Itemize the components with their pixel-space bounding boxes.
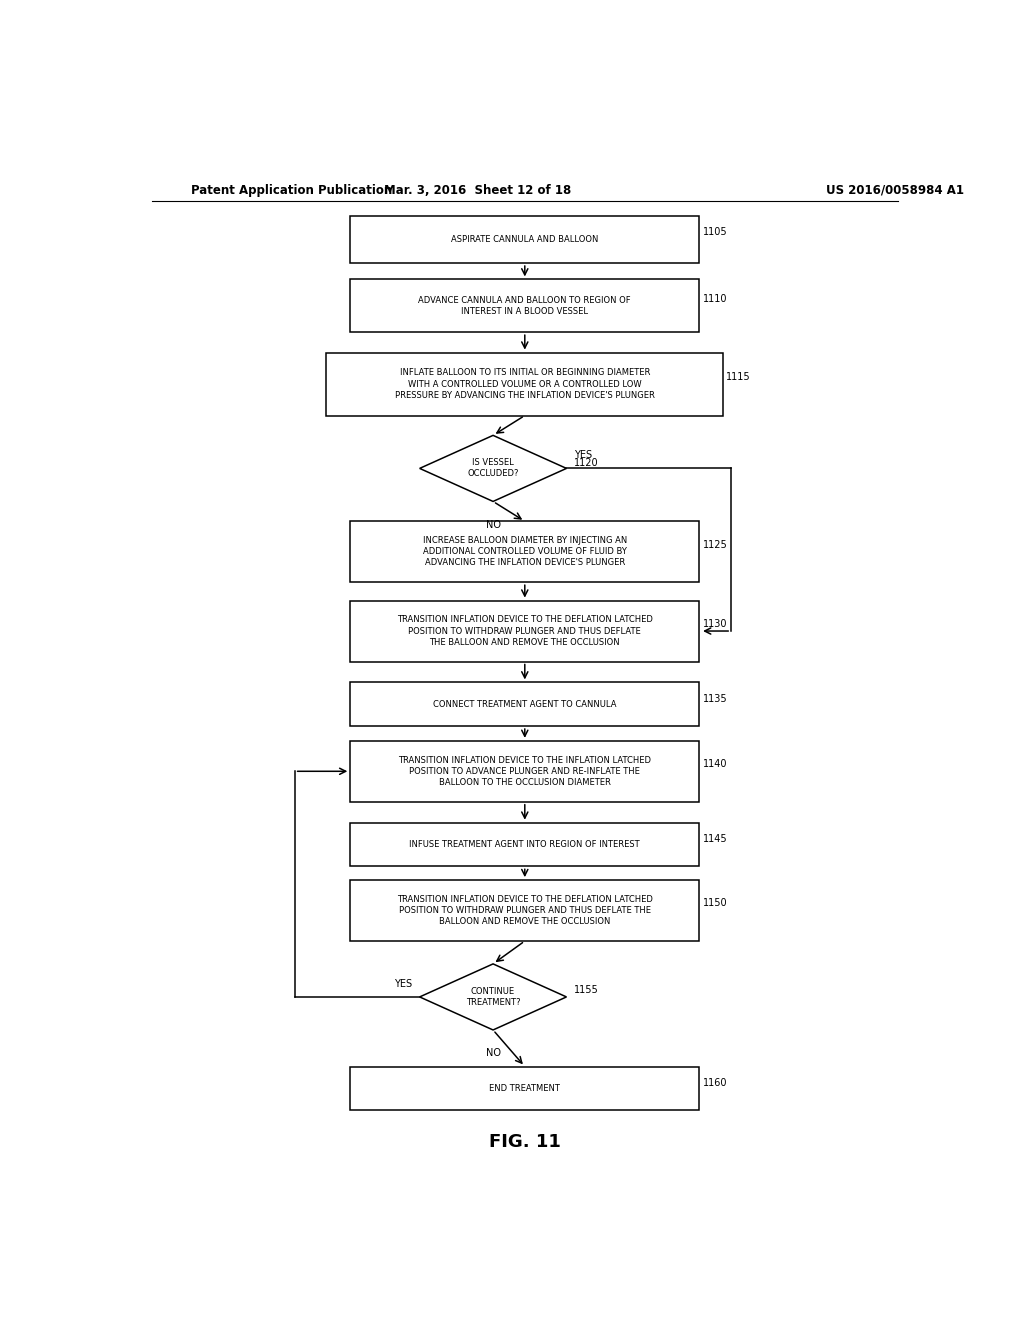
Text: IS VESSEL
OCCLUDED?: IS VESSEL OCCLUDED? <box>467 458 519 478</box>
Text: 1160: 1160 <box>702 1078 727 1088</box>
FancyBboxPatch shape <box>350 521 699 582</box>
Text: 1140: 1140 <box>702 759 727 770</box>
Text: END TREATMENT: END TREATMENT <box>489 1084 560 1093</box>
Text: 1120: 1120 <box>574 458 599 469</box>
Text: TRANSITION INFLATION DEVICE TO THE DEFLATION LATCHED
POSITION TO WITHDRAW PLUNGE: TRANSITION INFLATION DEVICE TO THE DEFLA… <box>397 895 652 927</box>
Text: 1115: 1115 <box>726 372 751 381</box>
Text: 1150: 1150 <box>702 899 727 908</box>
Text: Mar. 3, 2016  Sheet 12 of 18: Mar. 3, 2016 Sheet 12 of 18 <box>384 183 570 197</box>
FancyBboxPatch shape <box>350 741 699 801</box>
Text: 1155: 1155 <box>574 985 599 995</box>
FancyBboxPatch shape <box>350 880 699 941</box>
Text: FIG. 11: FIG. 11 <box>488 1134 561 1151</box>
Text: TRANSITION INFLATION DEVICE TO THE INFLATION LATCHED
POSITION TO ADVANCE PLUNGER: TRANSITION INFLATION DEVICE TO THE INFLA… <box>398 755 651 787</box>
FancyBboxPatch shape <box>350 216 699 263</box>
Text: INFUSE TREATMENT AGENT INTO REGION OF INTEREST: INFUSE TREATMENT AGENT INTO REGION OF IN… <box>410 840 640 849</box>
Polygon shape <box>420 436 566 502</box>
FancyBboxPatch shape <box>350 280 699 333</box>
FancyBboxPatch shape <box>350 601 699 661</box>
Text: CONNECT TREATMENT AGENT TO CANNULA: CONNECT TREATMENT AGENT TO CANNULA <box>433 700 616 709</box>
Text: INFLATE BALLOON TO ITS INITIAL OR BEGINNING DIAMETER
WITH A CONTROLLED VOLUME OR: INFLATE BALLOON TO ITS INITIAL OR BEGINN… <box>395 368 654 400</box>
Text: ASPIRATE CANNULA AND BALLOON: ASPIRATE CANNULA AND BALLOON <box>452 235 598 244</box>
Text: 1110: 1110 <box>702 293 727 304</box>
Text: 1130: 1130 <box>702 619 727 628</box>
FancyBboxPatch shape <box>350 682 699 726</box>
Text: NO: NO <box>485 520 501 529</box>
Text: 1105: 1105 <box>702 227 727 236</box>
Polygon shape <box>420 964 566 1030</box>
Text: INCREASE BALLOON DIAMETER BY INJECTING AN
ADDITIONAL CONTROLLED VOLUME OF FLUID : INCREASE BALLOON DIAMETER BY INJECTING A… <box>423 536 627 568</box>
Text: TRANSITION INFLATION DEVICE TO THE DEFLATION LATCHED
POSITION TO WITHDRAW PLUNGE: TRANSITION INFLATION DEVICE TO THE DEFLA… <box>397 615 652 647</box>
FancyBboxPatch shape <box>350 822 699 866</box>
Text: CONTINUE
TREATMENT?: CONTINUE TREATMENT? <box>466 987 520 1007</box>
Text: 1125: 1125 <box>702 540 727 549</box>
Text: YES: YES <box>574 450 593 461</box>
Text: US 2016/0058984 A1: US 2016/0058984 A1 <box>826 183 965 197</box>
Text: Patent Application Publication: Patent Application Publication <box>191 183 393 197</box>
Text: 1135: 1135 <box>702 694 727 704</box>
Text: YES: YES <box>393 979 412 989</box>
Text: ADVANCE CANNULA AND BALLOON TO REGION OF
INTEREST IN A BLOOD VESSEL: ADVANCE CANNULA AND BALLOON TO REGION OF… <box>419 296 631 315</box>
Text: NO: NO <box>485 1048 501 1059</box>
Text: 1145: 1145 <box>702 834 727 845</box>
FancyBboxPatch shape <box>350 1067 699 1110</box>
FancyBboxPatch shape <box>327 352 723 416</box>
